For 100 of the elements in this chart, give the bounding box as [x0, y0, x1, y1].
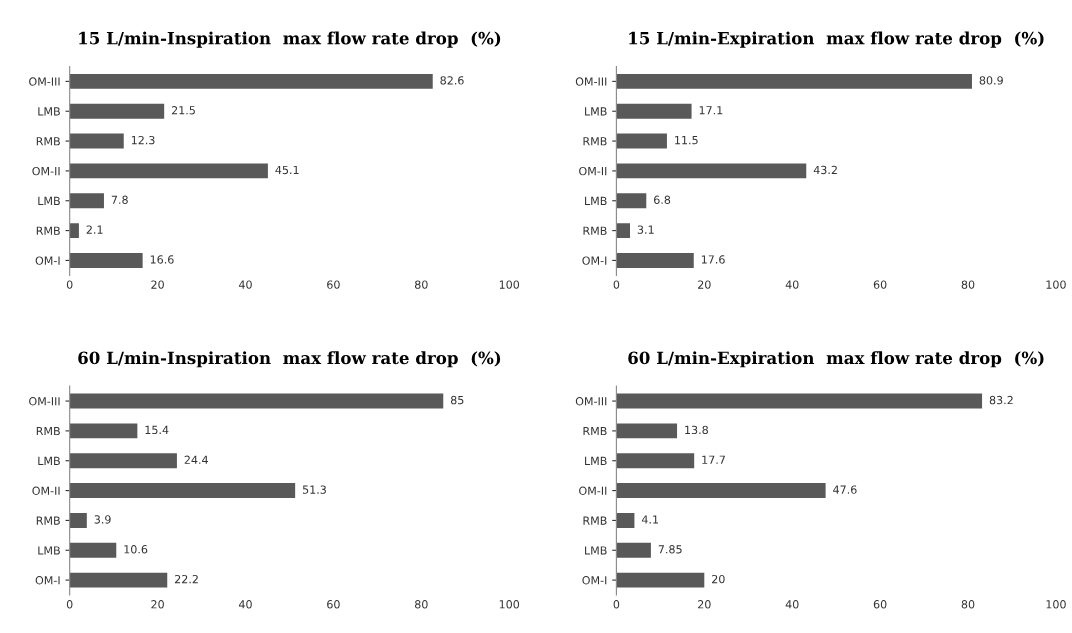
- y-tick-label: LMB: [38, 107, 60, 116]
- bar: [616, 193, 647, 209]
- y-tick-label: RMB: [583, 137, 607, 146]
- data-label: 45.1: [275, 165, 299, 175]
- y-tick-label: OM-II: [579, 486, 607, 495]
- y-tick-label: OM-I: [582, 576, 607, 585]
- bar: [69, 572, 168, 588]
- data-label: 3.9: [94, 515, 111, 524]
- data-label: 17.1: [699, 106, 723, 115]
- x-tick-label: 0: [613, 280, 620, 289]
- y-tick-label: OM-III: [29, 397, 60, 406]
- y-tick-label: RMB: [583, 516, 607, 525]
- y-tick-label: RMB: [36, 226, 60, 235]
- x-tick-label: 20: [151, 600, 164, 609]
- bar: [616, 133, 667, 149]
- data-label: 16.6: [150, 255, 174, 264]
- y-tick-label: RMB: [36, 516, 60, 525]
- data-label: 47.6: [833, 485, 857, 494]
- y-tick-label: RMB: [583, 427, 607, 436]
- x-tick-label: 40: [238, 600, 252, 609]
- y-tick-label: OM-I: [35, 256, 60, 265]
- x-tick-label: 0: [613, 600, 620, 609]
- bar: [69, 512, 87, 528]
- bar: [69, 223, 79, 239]
- bar: [616, 423, 678, 439]
- x-tick-label: 40: [238, 280, 252, 289]
- y-tick-label: OM-II: [579, 166, 607, 176]
- x-tick-label: 100: [499, 280, 520, 289]
- bar: [69, 193, 104, 209]
- data-label: 20: [712, 574, 725, 584]
- data-label: 22.2: [175, 574, 198, 584]
- bar: [616, 572, 705, 588]
- x-tick-label: 100: [1046, 600, 1066, 609]
- y-tick-label: OM-I: [582, 256, 607, 265]
- x-tick-label: 20: [698, 280, 711, 289]
- bar: [69, 103, 165, 119]
- y-tick-label: LMB: [585, 546, 607, 555]
- x-tick-label: 60: [327, 600, 340, 609]
- y-tick-label: OM-II: [32, 166, 60, 176]
- bar: [69, 423, 138, 439]
- bar: [616, 542, 651, 558]
- bar: [69, 252, 143, 268]
- y-tick-label: OM-III: [575, 397, 607, 406]
- data-label: 11.5: [675, 136, 698, 145]
- chart-title: 60 L/min-Expiration max flow rate drop (%): [628, 351, 1044, 368]
- y-tick-label: LMB: [585, 196, 607, 205]
- y-tick-label: OM-III: [575, 77, 607, 86]
- y-tick-label: RMB: [36, 137, 60, 146]
- data-label: 43.2: [813, 165, 837, 175]
- x-tick-label: 80: [961, 600, 975, 609]
- data-label: 83.2: [989, 395, 1013, 405]
- x-tick-label: 100: [499, 600, 520, 609]
- y-tick-label: OM-III: [29, 77, 60, 86]
- bar: [616, 73, 972, 89]
- data-label: 13.8: [685, 425, 708, 435]
- bar: [616, 512, 635, 528]
- x-tick-label: 20: [698, 600, 711, 609]
- bar: [69, 483, 296, 499]
- bar: [616, 483, 826, 499]
- data-label: 4.1: [641, 515, 659, 524]
- bar: [616, 393, 983, 409]
- data-label: 17.7: [702, 455, 725, 464]
- x-tick-label: 80: [414, 280, 428, 289]
- data-label: 7.85: [658, 545, 682, 554]
- bar: [69, 453, 177, 469]
- bar: [69, 393, 444, 409]
- x-tick-label: 20: [151, 280, 164, 289]
- y-tick-label: RMB: [583, 226, 607, 235]
- bar: [69, 133, 124, 149]
- x-tick-label: 60: [873, 280, 887, 289]
- data-label: 21.5: [171, 106, 195, 115]
- data-label: 80.9: [979, 76, 1003, 85]
- bar: [616, 163, 807, 179]
- chart-title: 60 L/min-Inspiration max flow rate drop (%): [78, 351, 501, 368]
- data-label: 12.3: [131, 135, 155, 145]
- bar: [616, 252, 694, 268]
- y-tick-label: LMB: [38, 196, 60, 205]
- data-label: 2.1: [86, 225, 103, 234]
- y-tick-label: LMB: [38, 456, 60, 465]
- x-tick-label: 60: [327, 280, 340, 289]
- y-tick-label: LMB: [38, 546, 60, 555]
- y-tick-label: OM-I: [35, 576, 60, 585]
- bar: [616, 223, 631, 239]
- data-label: 24.4: [184, 455, 208, 464]
- y-tick-label: LMB: [585, 456, 607, 465]
- chart-title: 15 L/min-Expiration max flow rate drop (%): [629, 31, 1044, 48]
- bar: [616, 103, 692, 119]
- bar: [69, 163, 268, 179]
- x-tick-label: 80: [961, 280, 975, 289]
- bar: [69, 542, 117, 558]
- data-label: 17.6: [701, 255, 725, 264]
- x-tick-label: 0: [66, 280, 73, 289]
- x-tick-label: 100: [1046, 280, 1066, 289]
- bar: [616, 453, 695, 469]
- bar: [69, 73, 433, 89]
- x-tick-label: 40: [785, 280, 799, 289]
- data-label: 85: [450, 395, 464, 405]
- y-tick-label: OM-II: [32, 486, 60, 495]
- data-label: 3.1: [637, 225, 654, 234]
- y-tick-label: LMB: [585, 107, 607, 116]
